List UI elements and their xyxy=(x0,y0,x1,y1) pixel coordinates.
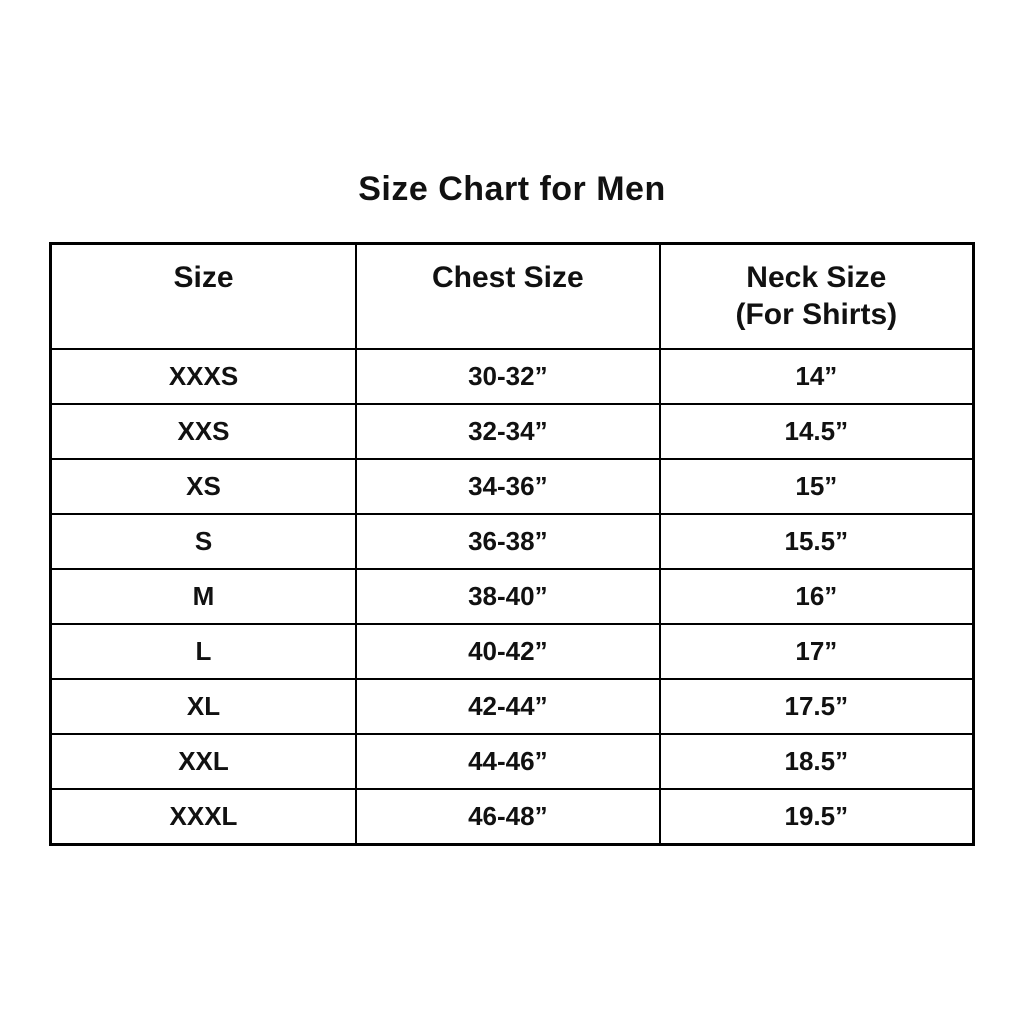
table-row: XXXS 30-32” 14” xyxy=(49,348,975,405)
size-chart-table: Size Chest Size Neck Size (For Shirts) X… xyxy=(49,242,975,846)
neck-cell: 15.5” xyxy=(658,513,975,570)
size-cell: XS xyxy=(49,458,357,515)
header-row: Size Chest Size Neck Size (For Shirts) xyxy=(49,242,975,350)
column-header-label: Chest Size xyxy=(431,261,584,294)
size-cell: XL xyxy=(49,678,357,735)
neck-cell: 19.5” xyxy=(658,788,975,846)
size-cell: XXXL xyxy=(49,788,357,846)
column-header-chest-size: Chest Size xyxy=(355,242,661,350)
table-row: XS 34-36” 15” xyxy=(49,458,975,515)
table-row: XXL 44-46” 18.5” xyxy=(49,733,975,790)
neck-cell: 15” xyxy=(658,458,975,515)
chest-cell: 34-36” xyxy=(355,458,661,515)
table-body: XXXS 30-32” 14” XXS 32-34” 14.5” XS 34-3… xyxy=(49,348,975,846)
column-header-sublabel: (For Shirts) xyxy=(735,298,898,331)
chest-cell: 40-42” xyxy=(355,623,661,680)
column-header-label: Neck Size xyxy=(746,261,887,294)
size-cell: M xyxy=(49,568,357,625)
table-row: XXXL 46-48” 19.5” xyxy=(49,788,975,846)
neck-cell: 17.5” xyxy=(658,678,975,735)
size-cell: L xyxy=(49,623,357,680)
neck-cell: 18.5” xyxy=(658,733,975,790)
neck-cell: 14” xyxy=(658,348,975,405)
chest-cell: 30-32” xyxy=(355,348,661,405)
chest-cell: 44-46” xyxy=(355,733,661,790)
column-header-size: Size xyxy=(49,242,357,350)
neck-cell: 14.5” xyxy=(658,403,975,460)
chest-cell: 36-38” xyxy=(355,513,661,570)
neck-cell: 17” xyxy=(658,623,975,680)
size-cell: XXL xyxy=(49,733,357,790)
table-row: XXS 32-34” 14.5” xyxy=(49,403,975,460)
neck-cell: 16” xyxy=(658,568,975,625)
table-row: XL 42-44” 17.5” xyxy=(49,678,975,735)
table-header: Size Chest Size Neck Size (For Shirts) xyxy=(49,242,975,350)
size-cell: XXS xyxy=(49,403,357,460)
column-header-label: Size xyxy=(173,261,234,294)
table-row: M 38-40” 16” xyxy=(49,568,975,625)
column-header-neck-size: Neck Size (For Shirts) xyxy=(658,242,975,350)
chest-cell: 38-40” xyxy=(355,568,661,625)
table-row: L 40-42” 17” xyxy=(49,623,975,680)
page-title: Size Chart for Men xyxy=(358,170,666,208)
size-cell: XXXS xyxy=(49,348,357,405)
chest-cell: 46-48” xyxy=(355,788,661,846)
chest-cell: 42-44” xyxy=(355,678,661,735)
table-row: S 36-38” 15.5” xyxy=(49,513,975,570)
size-cell: S xyxy=(49,513,357,570)
chest-cell: 32-34” xyxy=(355,403,661,460)
